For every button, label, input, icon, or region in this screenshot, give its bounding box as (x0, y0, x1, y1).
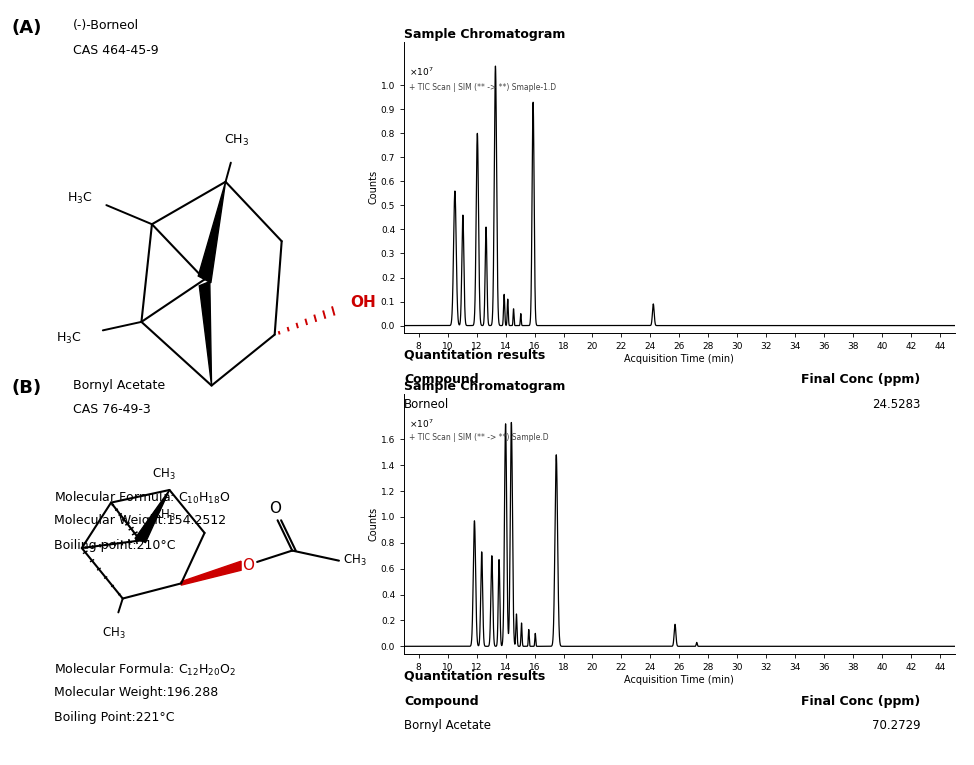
Text: Final Conc (ppm): Final Conc (ppm) (802, 373, 920, 386)
Text: Sample Chromatogram: Sample Chromatogram (404, 28, 566, 41)
Y-axis label: Counts: Counts (368, 507, 378, 541)
Text: Boiling point:210°C: Boiling point:210°C (54, 539, 175, 552)
Text: Final Conc (ppm): Final Conc (ppm) (802, 695, 920, 708)
Text: CH$_3$: CH$_3$ (102, 627, 126, 641)
Text: Compound: Compound (404, 373, 479, 386)
Text: Bornyl Acetate: Bornyl Acetate (73, 379, 166, 392)
Text: CAS 464-45-9: CAS 464-45-9 (73, 44, 159, 57)
Text: Molecular Formula: $\mathregular{C_{10}H_{18}O}$: Molecular Formula: $\mathregular{C_{10}H… (54, 490, 230, 506)
Polygon shape (181, 562, 242, 585)
Text: (-)-Borneol: (-)-Borneol (73, 19, 139, 32)
Text: Sample Chromatogram: Sample Chromatogram (404, 379, 566, 392)
Text: CAS 76-49-3: CAS 76-49-3 (73, 403, 151, 416)
Text: O: O (269, 502, 281, 516)
Text: + TIC Scan | SIM (** -> **) Smaple-1.D: + TIC Scan | SIM (** -> **) Smaple-1.D (408, 83, 556, 92)
Polygon shape (135, 490, 169, 542)
Text: (B): (B) (12, 379, 42, 397)
Text: H$_3$C: H$_3$C (67, 191, 93, 207)
Text: Molecular Weight:154.2512: Molecular Weight:154.2512 (54, 514, 226, 527)
Text: $\times10^7$: $\times10^7$ (408, 66, 433, 79)
Text: 70.2729: 70.2729 (872, 719, 920, 732)
X-axis label: Acquisition Time (min): Acquisition Time (min) (624, 353, 734, 363)
Text: OH: OH (350, 295, 376, 311)
Text: + TIC Scan | SIM (** -> **) Sample.D: + TIC Scan | SIM (** -> **) Sample.D (408, 433, 548, 442)
X-axis label: Acquisition Time (min): Acquisition Time (min) (624, 675, 734, 685)
Text: CH$_3$: CH$_3$ (152, 467, 175, 483)
Text: Molecular Weight:196.288: Molecular Weight:196.288 (54, 686, 218, 699)
Text: Quantitation results: Quantitation results (404, 348, 545, 361)
Text: CH$_3$: CH$_3$ (224, 132, 248, 148)
Text: Molecular Formula: $\mathregular{C_{12}H_{20}O_2}$: Molecular Formula: $\mathregular{C_{12}H… (54, 662, 236, 678)
Text: $\times10^7$: $\times10^7$ (408, 417, 433, 430)
Text: CH$_3$: CH$_3$ (344, 553, 367, 568)
Text: Quantitation results: Quantitation results (404, 669, 545, 682)
Polygon shape (199, 182, 226, 283)
Text: H$_3$C: H$_3$C (56, 331, 82, 347)
Text: Compound: Compound (404, 695, 479, 708)
Text: Boiling Point:221°C: Boiling Point:221°C (54, 711, 174, 724)
Text: 24.5283: 24.5283 (872, 398, 920, 411)
Polygon shape (200, 282, 211, 386)
Text: Borneol: Borneol (404, 398, 449, 411)
Y-axis label: Counts: Counts (368, 171, 378, 204)
Text: CH$_3$: CH$_3$ (152, 508, 175, 522)
Text: (A): (A) (12, 19, 42, 37)
Text: O: O (243, 558, 254, 573)
Text: Bornyl Acetate: Bornyl Acetate (404, 719, 491, 732)
